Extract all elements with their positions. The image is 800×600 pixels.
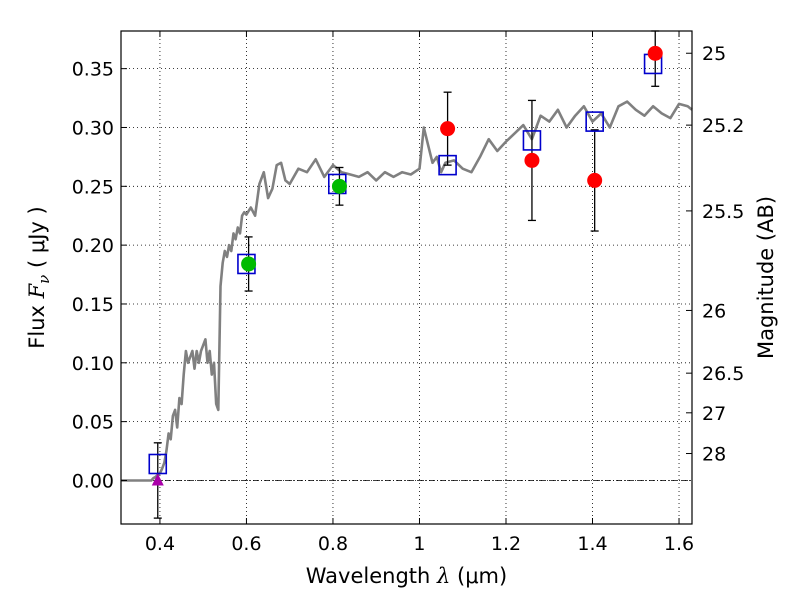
red-data-point [524,152,540,168]
y-tick-label: 0.10 [72,353,114,375]
green-data-point [241,256,257,272]
data-markers [148,45,663,486]
y2-tick-label: 25.5 [702,201,744,223]
red-data-point [440,121,456,137]
right-axis-title: Magnitude (AB) [754,196,778,359]
model-square [522,130,542,151]
x-tick-label: 0.6 [231,533,261,555]
red-data-point [587,172,603,188]
y-tick-label: 0.25 [72,176,114,198]
model-square [585,111,604,132]
y2-tick-label: 26.5 [702,363,744,385]
y2-tick-label: 25.2 [702,115,744,137]
y-tick-label: 0.15 [72,294,114,316]
model-square [438,154,457,176]
y2-tick-label: 26 [702,300,726,322]
y-tick-label: 0.35 [72,59,114,81]
plot-area-frame [120,30,693,525]
y-tick-label: 0.20 [72,235,114,257]
green-data-point [331,178,347,194]
y2-tick-label: 25 [702,43,726,65]
spectrum-series [121,100,693,482]
x-tick-label: 1 [413,533,425,555]
y2-tick-label: 27 [702,403,726,425]
upper-limit-marker [151,473,164,486]
x-axis-title: Wavelength λ (μm) [306,564,507,588]
x-tick-label: 1.2 [491,533,521,555]
axis-ticks: 0.4 0.6 0.8 1 1.2 1.4 1.6 0.00 0.05 0.10 0.15 0.20 0… [72,31,744,555]
spectrum-line [121,100,693,482]
y-axis-title: Flux Fν ( μJy ) [25,206,53,348]
gridlines [121,31,692,524]
error-bars [153,30,660,519]
x-tick-label: 0.4 [145,533,175,555]
y-tick-label: 0.30 [72,117,114,139]
y2-tick-label: 28 [702,444,726,466]
red-data-point [647,45,663,61]
x-tick-label: 1.4 [577,533,607,555]
y-tick-label: 0.00 [72,470,114,492]
x-tick-label: 0.8 [318,533,348,555]
x-tick-label: 1.6 [664,533,694,555]
y-tick-label: 0.05 [72,412,114,434]
